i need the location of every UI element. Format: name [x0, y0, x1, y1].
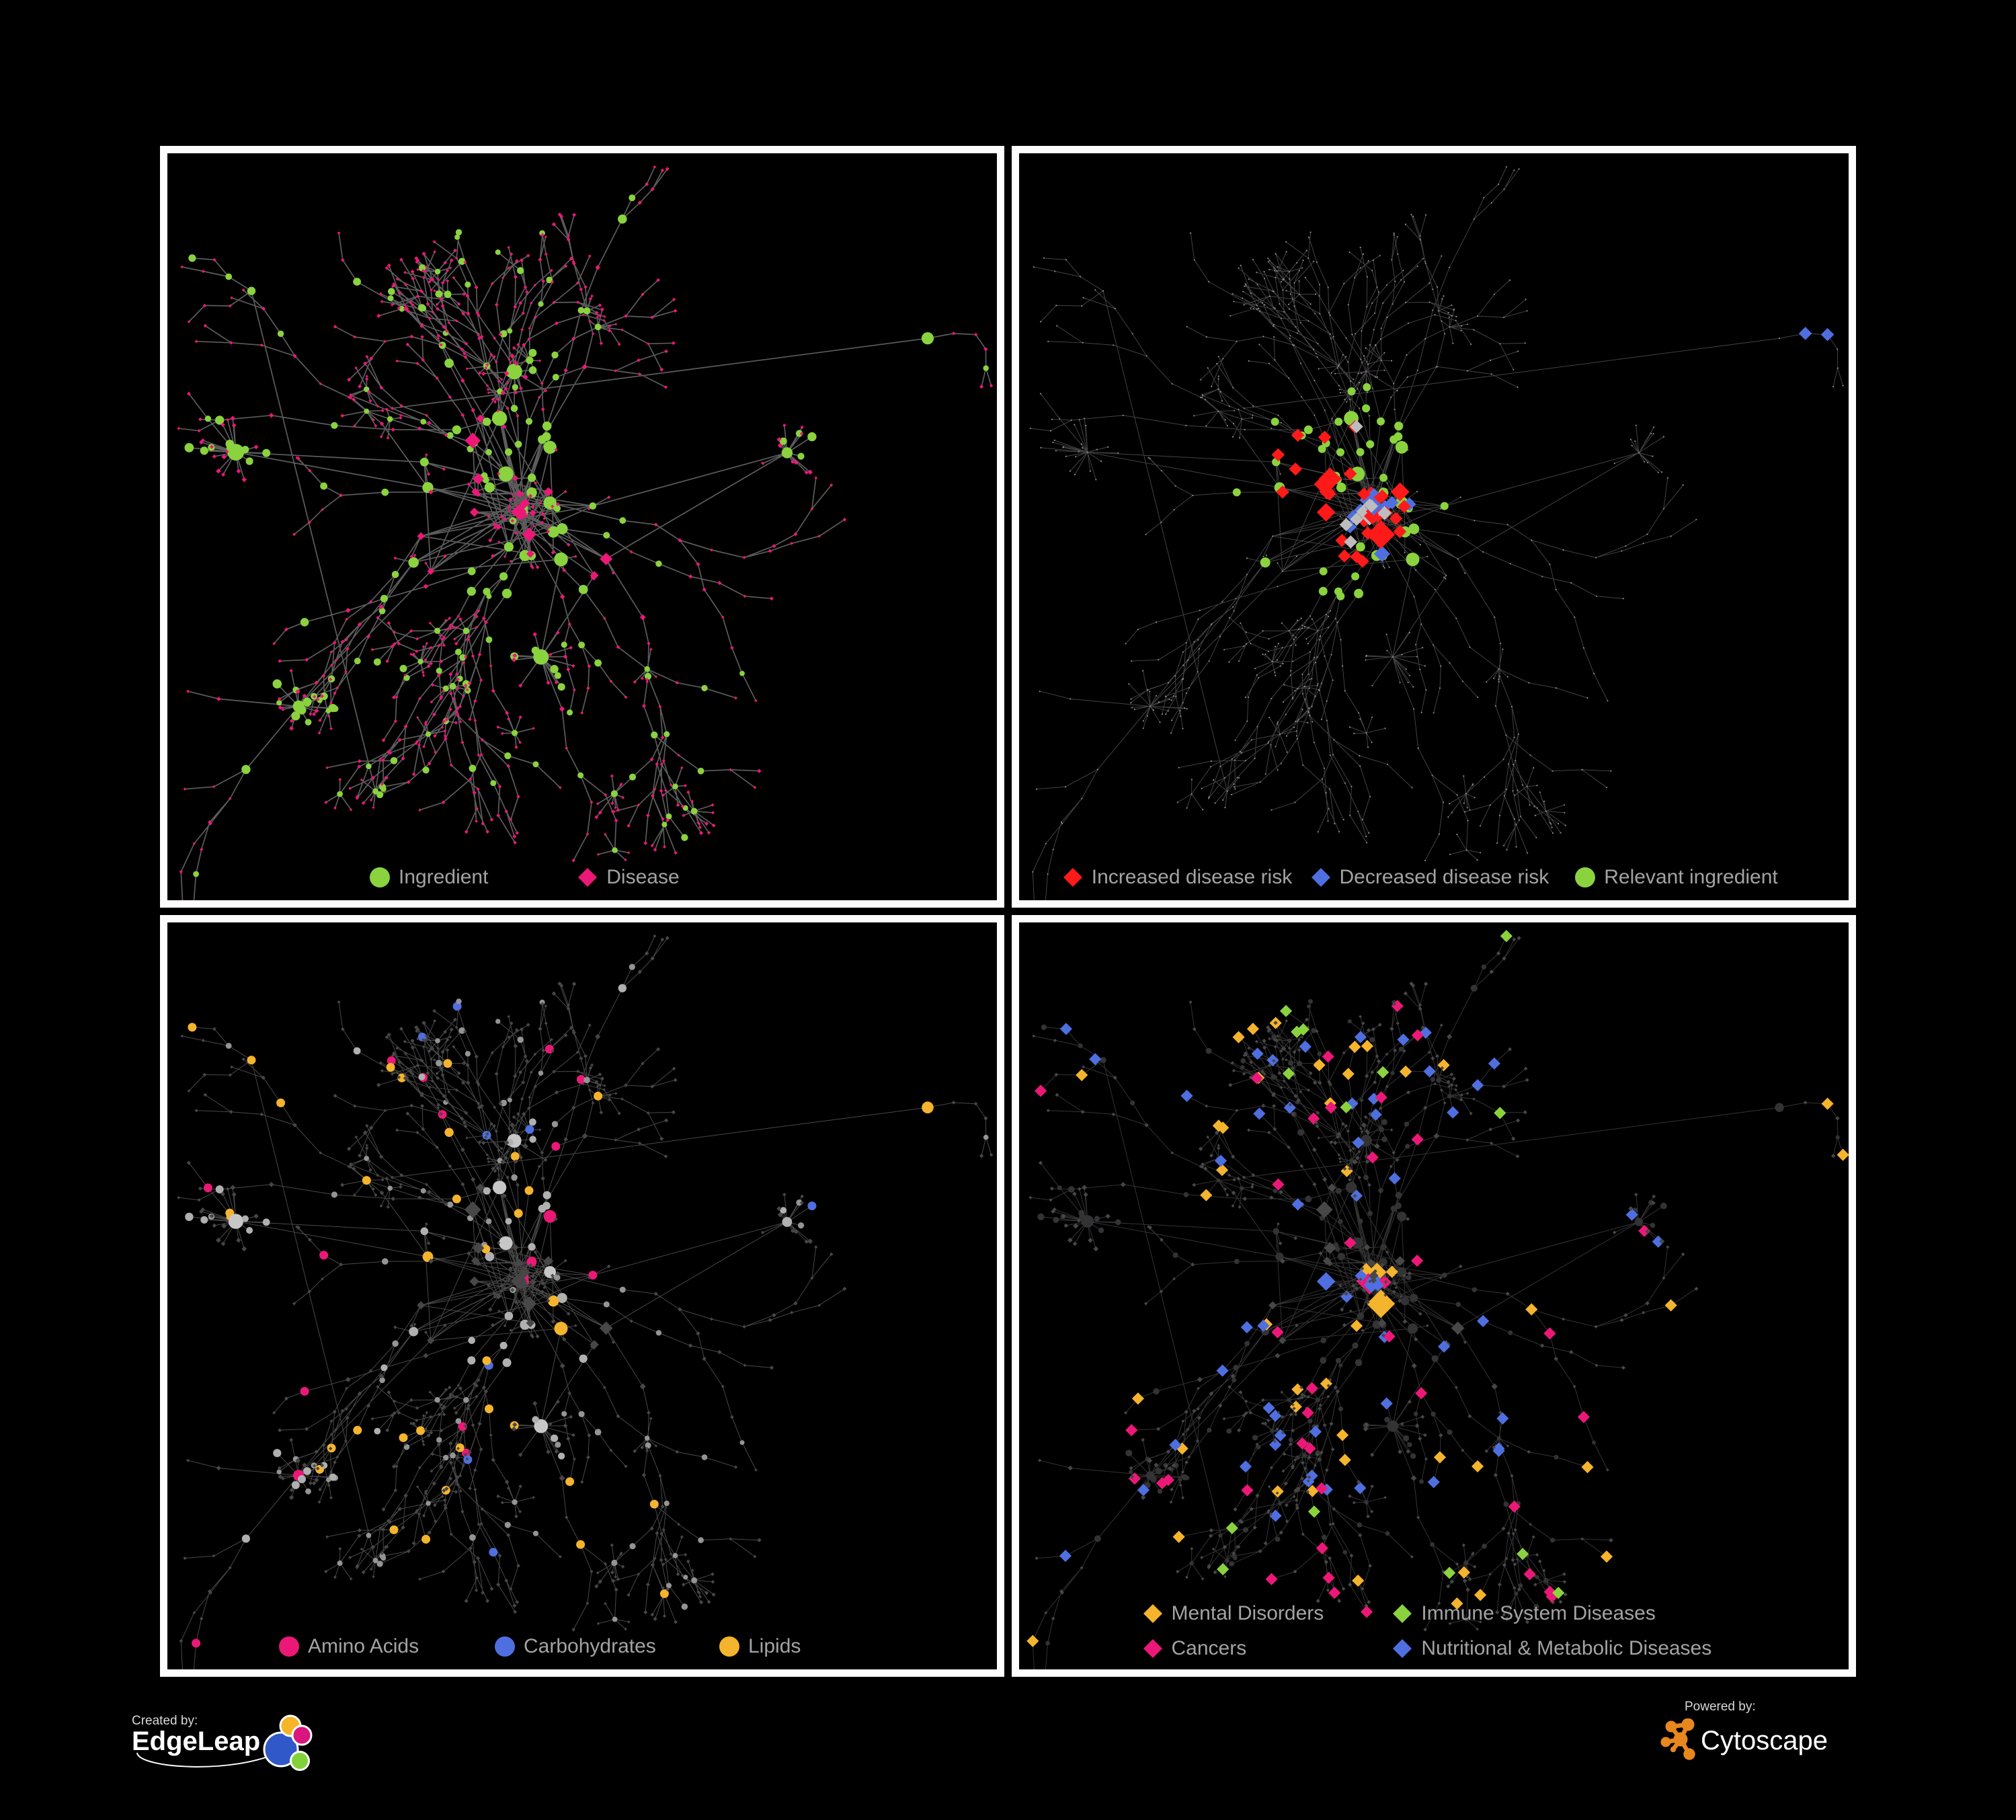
svg-text:Created by:: Created by: [132, 1714, 198, 1728]
svg-text:EdgeLeap: EdgeLeap [132, 1727, 260, 1756]
svg-text:Cytoscape: Cytoscape [1701, 1726, 1828, 1755]
